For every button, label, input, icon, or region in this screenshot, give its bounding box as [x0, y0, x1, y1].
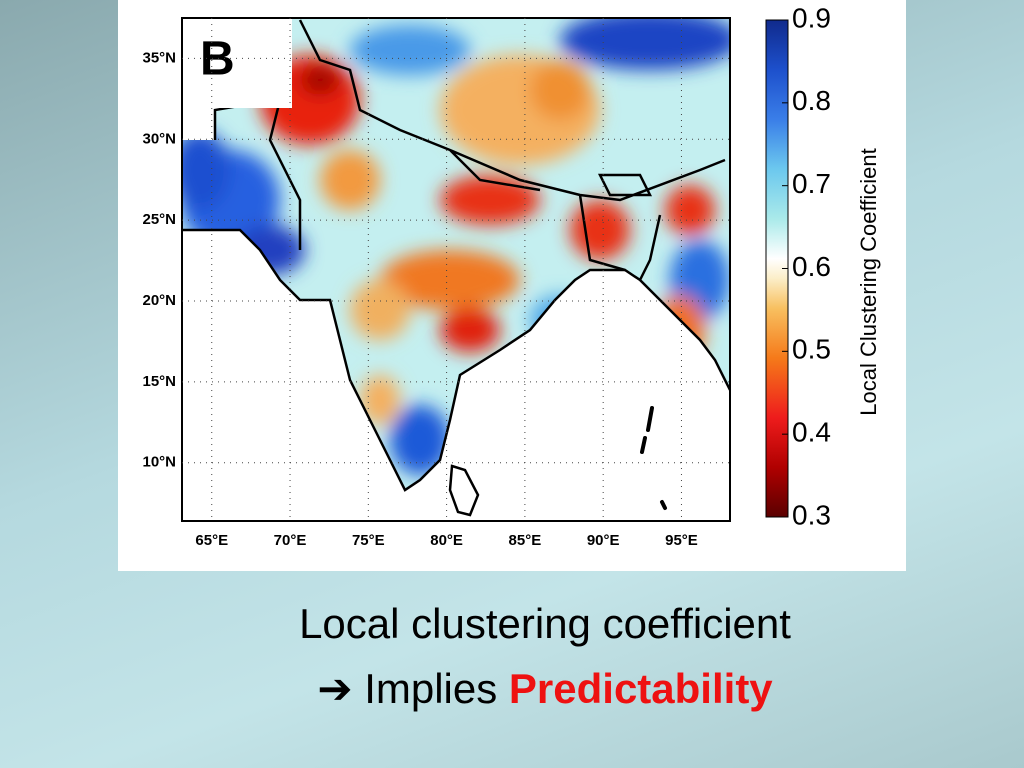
lat-tick-label: 25°N: [142, 211, 176, 228]
lat-tick-label: 20°N: [142, 292, 176, 309]
lat-tick-label: 35°N: [142, 49, 176, 66]
colorbar-tick-label: 0.8: [792, 85, 831, 116]
lon-tick-label: 70°E: [274, 532, 307, 549]
arrow: ➔: [317, 665, 353, 712]
lon-tick-label: 85°E: [509, 532, 542, 549]
borders: [268, 19, 726, 281]
sri-lanka: [448, 464, 480, 517]
lon-tick-label: 80°E: [430, 532, 463, 549]
lon-tick-label: 65°E: [195, 532, 228, 549]
lat-tick-label: 30°N: [142, 130, 176, 147]
colorbar-label: Local Clustering Coefficient: [856, 148, 881, 415]
caption-text: Implies: [364, 665, 498, 712]
lon-tick-label: 75°E: [352, 532, 385, 549]
highlight: Predictability: [508, 665, 773, 712]
lat-tick-label: 15°N: [142, 373, 176, 390]
lon-tick-label: 95°E: [665, 532, 698, 549]
lat-tick-label: 10°N: [142, 454, 176, 471]
colorbar-tick-label: 0.7: [792, 168, 831, 199]
panel-label: B: [200, 33, 235, 86]
colorbar-tick-label: 0.6: [792, 251, 831, 282]
colorbar-tick-label: 0.5: [792, 334, 831, 365]
caption-line2: ➔ Implies Predictability: [0, 664, 1024, 713]
label-box: [182, 18, 292, 108]
colorbar-tick-label: 0.3: [792, 499, 831, 530]
lon-tick-label: 90°E: [587, 532, 620, 549]
figure: B Local Clustering Coefficient 35°N 30°N 2…: [142, 2, 881, 549]
caption-line1: Local clustering coefficient: [299, 600, 791, 647]
islands: [640, 406, 667, 510]
colorbar-tick-label: 0.9: [792, 2, 831, 33]
map-frame: [181, 17, 731, 522]
colorbar-tick-label: 0.4: [792, 417, 831, 448]
